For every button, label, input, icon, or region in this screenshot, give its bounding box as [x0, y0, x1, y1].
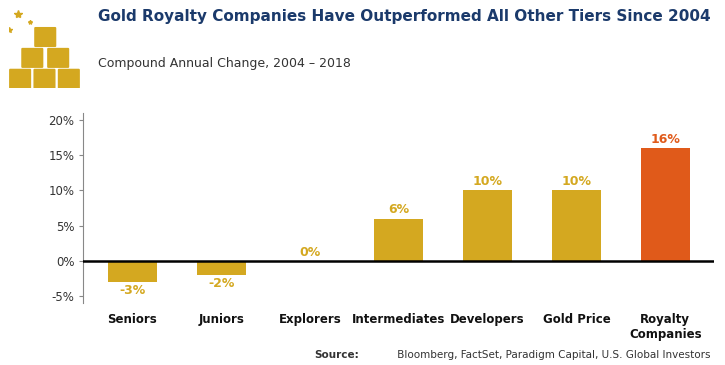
Text: Bloomberg, FactSet, Paradigm Capital, U.S. Global Investors: Bloomberg, FactSet, Paradigm Capital, U.…	[394, 350, 710, 360]
Text: -2%: -2%	[208, 277, 234, 290]
Bar	[552, 191, 601, 261]
Text: 16%: 16%	[650, 133, 680, 146]
Bar	[108, 261, 157, 282]
Bar	[374, 219, 423, 261]
Bar	[641, 148, 689, 261]
FancyBboxPatch shape	[21, 48, 44, 68]
Text: Gold Royalty Companies Have Outperformed All Other Tiers Since 2004: Gold Royalty Companies Have Outperformed…	[98, 9, 710, 24]
Bar	[463, 191, 512, 261]
Text: 10%: 10%	[473, 175, 502, 188]
FancyBboxPatch shape	[33, 69, 56, 89]
FancyBboxPatch shape	[58, 69, 80, 89]
Bar	[196, 261, 246, 275]
FancyBboxPatch shape	[9, 69, 31, 89]
FancyBboxPatch shape	[47, 48, 69, 68]
Text: 10%: 10%	[561, 175, 592, 188]
Text: 6%: 6%	[388, 203, 410, 216]
Text: Source:: Source:	[314, 350, 359, 360]
Text: -3%: -3%	[119, 284, 145, 297]
FancyBboxPatch shape	[34, 27, 57, 47]
Text: 0%: 0%	[299, 246, 320, 259]
Text: Compound Annual Change, 2004 – 2018: Compound Annual Change, 2004 – 2018	[98, 57, 351, 70]
